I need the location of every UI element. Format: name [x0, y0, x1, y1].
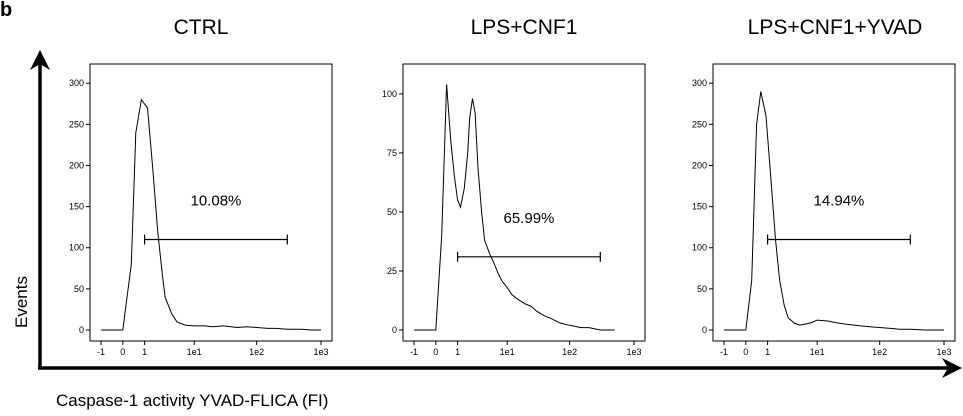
histogram-line — [414, 84, 615, 331]
panel-title: LPS+CNF1+YVAD — [748, 16, 923, 39]
x-tick-label: 1e3 — [626, 347, 641, 357]
y-tick-label: 100 — [69, 243, 84, 253]
y-tick-label: 0 — [702, 325, 707, 335]
x-tick-label: 1e1 — [187, 347, 202, 357]
y-tick-label: 300 — [692, 78, 707, 88]
y-tick-label: 200 — [69, 160, 84, 170]
panel-title: CTRL — [174, 16, 229, 39]
x-tick-label: 0 — [433, 347, 438, 357]
y-axis-arrow — [30, 50, 50, 368]
y-tick-label: 25 — [387, 266, 397, 276]
x-tick-label: 1e1 — [810, 347, 825, 357]
x-axis-title: Caspase-1 activity YVAD-FLICA (FI) — [56, 391, 328, 410]
y-tick-label: 150 — [69, 202, 84, 212]
x-axis-arrow — [38, 358, 962, 378]
x-tick-label: 1e2 — [249, 347, 264, 357]
gate-percentage: 14.94% — [814, 193, 865, 210]
panel-title: LPS+CNF1 — [471, 16, 578, 39]
y-tick-label: 250 — [692, 119, 707, 129]
y-tick-label: 50 — [697, 284, 707, 294]
plot-frame — [712, 63, 956, 342]
y-axis-title: Events — [12, 276, 31, 328]
y-tick-label: 200 — [692, 160, 707, 170]
x-tick-label: -1 — [410, 347, 418, 357]
x-tick-label: 1e3 — [936, 347, 951, 357]
histogram-panel: CTRL 0 50 100 150 200 250 300 -1 0 1 1e1 1e2 1e3 10.08… — [69, 16, 333, 357]
x-tick-label: 1e3 — [313, 347, 328, 357]
x-tick-label: 1e2 — [872, 347, 887, 357]
x-tick-label: 0 — [743, 347, 748, 357]
plot-frame — [89, 63, 333, 342]
y-tick-label: 150 — [692, 202, 707, 212]
y-tick-label: 0 — [79, 325, 84, 335]
x-tick-label: 1 — [765, 347, 770, 357]
x-tick-label: -1 — [97, 347, 105, 357]
x-tick-label: 1e1 — [500, 347, 515, 357]
y-tick-label: 75 — [387, 148, 397, 158]
gate-percentage: 10.08% — [191, 193, 242, 210]
x-tick-label: 1 — [142, 347, 147, 357]
y-tick-label: 50 — [74, 284, 84, 294]
y-tick-label: 50 — [387, 207, 397, 217]
y-tick-label: 100 — [382, 89, 397, 99]
panel-letter: b — [0, 0, 12, 21]
x-tick-label: -1 — [720, 347, 728, 357]
y-tick-label: 300 — [69, 78, 84, 88]
histogram-line — [101, 98, 321, 331]
plot-frame — [402, 63, 646, 342]
x-tick-label: 1 — [455, 347, 460, 357]
x-tick-label: 1e2 — [562, 347, 577, 357]
x-tick-label: 0 — [120, 347, 125, 357]
y-tick-label: 250 — [69, 119, 84, 129]
gate-percentage: 65.99% — [504, 210, 555, 227]
y-tick-label: 100 — [692, 243, 707, 253]
histogram-panel: LPS+CNF1 0 25 50 75 100 -1 0 1 1e1 1e2 1e3 65.99% — [382, 16, 646, 357]
y-tick-label: 0 — [392, 325, 397, 335]
histogram-line — [724, 91, 944, 331]
histogram-panel: LPS+CNF1+YVAD 0 50 100 150 200 250 300 -1 0 1 1e1 1e… — [692, 16, 956, 357]
